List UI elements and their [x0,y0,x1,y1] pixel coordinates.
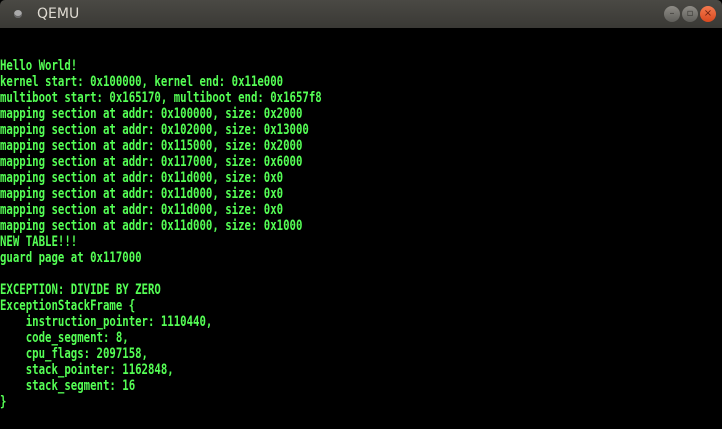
console-line: stack_segment: 16 [0,376,136,395]
console-line: mapping section at addr: 0x11d000, size:… [0,216,303,235]
console-line: NEW TABLE!!! [0,232,78,251]
console-line: mapping section at addr: 0x100000, size:… [0,104,303,123]
console-line: cpu_flags: 2097158, [0,344,148,363]
maximize-icon[interactable]: ▫ [682,6,698,22]
console-line: guard page at 0x117000 [0,248,142,267]
console-line: mapping section at addr: 0x11d000, size:… [0,184,284,203]
console-line: EXCEPTION: DIVIDE BY ZERO [0,280,161,299]
console-line: kernel start: 0x100000, kernel end: 0x11… [0,72,284,91]
console-line: multiboot start: 0x165170, multiboot end… [0,88,322,107]
window-title: QEMU [37,6,80,22]
window-titlebar[interactable]: QEMU – ▫ × [0,0,722,28]
console-line: mapping section at addr: 0x11d000, size:… [0,200,284,219]
console-line: ExceptionStackFrame { [0,296,136,315]
console-line: mapping section at addr: 0x115000, size:… [0,136,303,155]
console-line: Hello World! [0,56,78,75]
console-line: mapping section at addr: 0x102000, size:… [0,120,309,139]
console-line: mapping section at addr: 0x11d000, size:… [0,168,284,187]
vm-display[interactable]: Hello World! kernel start: 0x100000, kern… [0,28,722,429]
console-line: } [0,392,7,411]
minimize-icon[interactable]: – [664,6,680,22]
window-controls: – ▫ × [664,6,716,22]
app-icon [14,10,22,18]
close-icon[interactable]: × [700,6,716,22]
console-line: instruction_pointer: 1110440, [0,312,213,331]
console-line: code_segment: 8, [0,328,129,347]
console-line: mapping section at addr: 0x117000, size:… [0,152,303,171]
console-line: stack_pointer: 1162848, [0,360,174,379]
